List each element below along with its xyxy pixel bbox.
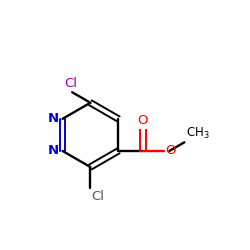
Text: N: N	[48, 112, 59, 125]
Text: Cl: Cl	[92, 190, 104, 203]
Text: O: O	[165, 144, 176, 158]
Text: O: O	[138, 114, 148, 128]
Text: N: N	[48, 144, 59, 158]
Text: CH$_3$: CH$_3$	[186, 126, 209, 141]
Text: Cl: Cl	[64, 77, 77, 90]
